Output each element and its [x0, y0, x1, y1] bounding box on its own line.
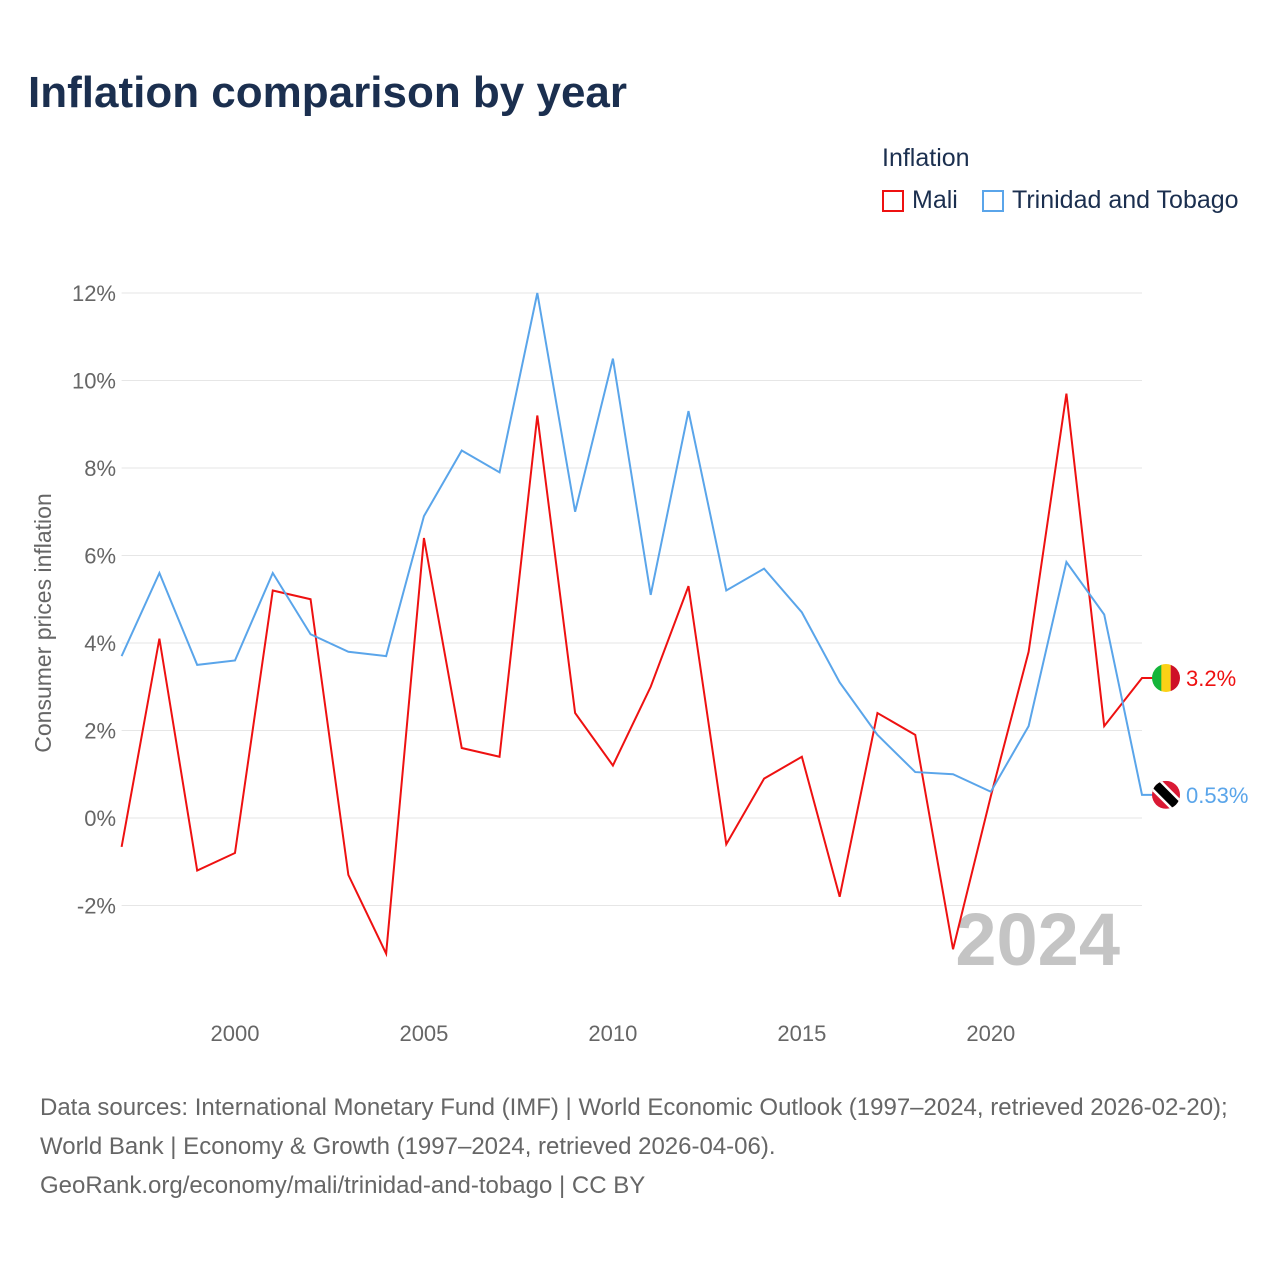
data-point — [837, 894, 843, 900]
data-point — [1101, 612, 1107, 618]
x-tick-label: 2010 — [588, 1021, 637, 1046]
legend-label: Mali — [912, 186, 958, 214]
series-line-mali — [120, 393, 1166, 958]
data-point — [1026, 649, 1032, 655]
legend-swatch — [882, 189, 904, 212]
data-point — [270, 570, 276, 576]
legend-item-mali[interactable]: Mali — [882, 186, 958, 215]
data-point — [270, 588, 276, 594]
data-point — [383, 653, 389, 659]
data-point — [119, 653, 125, 659]
end-value-label: 0.53% — [1186, 783, 1248, 808]
data-point — [534, 413, 540, 419]
data-point — [799, 609, 805, 615]
data-point — [308, 596, 314, 602]
end-value-label: 3.2% — [1186, 666, 1236, 691]
data-point — [761, 566, 767, 572]
mali-flag-icon — [1152, 664, 1180, 692]
data-point — [1063, 559, 1069, 565]
data-point — [421, 513, 427, 519]
data-point — [1139, 675, 1145, 681]
data-point — [1026, 723, 1032, 729]
legend-swatch — [982, 189, 1004, 212]
data-point — [194, 662, 200, 668]
data-point — [874, 732, 880, 738]
data-point — [1139, 792, 1145, 798]
data-point — [156, 636, 162, 642]
data-point — [610, 763, 616, 769]
data-point — [723, 841, 729, 847]
y-axis-label: Consumer prices inflation — [30, 493, 56, 753]
data-point — [572, 710, 578, 716]
data-point — [194, 868, 200, 874]
data-point — [232, 850, 238, 856]
data-point — [988, 789, 994, 795]
trinidad-flag-icon — [1152, 780, 1180, 809]
data-point — [685, 408, 691, 414]
legend-label: Trinidad and Tobago — [1012, 186, 1239, 214]
data-point — [156, 570, 162, 576]
x-tick-label: 2020 — [966, 1021, 1015, 1046]
legend-item-trinidad[interactable]: Trinidad and Tobago — [982, 186, 1239, 215]
source-note: Data sources: International Monetary Fun… — [40, 1088, 1250, 1205]
data-point — [912, 769, 918, 775]
data-point — [1063, 391, 1069, 397]
data-point — [950, 946, 956, 952]
data-point — [685, 583, 691, 589]
data-point — [421, 535, 427, 541]
data-point — [459, 448, 465, 454]
data-point — [912, 732, 918, 738]
source-line: Data sources: International Monetary Fun… — [40, 1094, 1228, 1160]
data-point — [497, 469, 503, 475]
data-point — [345, 872, 351, 878]
data-point — [459, 745, 465, 751]
y-tick-label: 10% — [72, 369, 116, 394]
year-watermark: 2024 — [955, 898, 1120, 981]
data-point — [950, 771, 956, 777]
y-tick-label: 2% — [84, 719, 116, 744]
data-point — [723, 588, 729, 594]
data-point — [837, 679, 843, 685]
data-point — [610, 356, 616, 362]
source-link[interactable]: GeoRank.org/economy/mali/trinidad-and-to… — [40, 1172, 646, 1199]
data-point — [648, 684, 654, 690]
data-point — [799, 754, 805, 760]
data-point — [308, 631, 314, 637]
y-tick-label: 8% — [84, 456, 116, 481]
data-point — [497, 754, 503, 760]
data-point — [383, 951, 389, 957]
x-tick-label: 2000 — [211, 1021, 260, 1046]
page-title: Inflation comparison by year — [28, 68, 628, 117]
x-tick-label: 2005 — [399, 1021, 448, 1046]
data-point — [572, 509, 578, 515]
data-point — [232, 658, 238, 664]
data-point — [1101, 723, 1107, 729]
data-point — [648, 592, 654, 598]
x-tick-label: 2015 — [777, 1021, 826, 1046]
data-point — [345, 649, 351, 655]
data-point — [119, 844, 125, 850]
y-tick-label: 0% — [84, 806, 116, 831]
y-tick-label: 6% — [84, 544, 116, 569]
data-point — [874, 710, 880, 716]
legend-title: Inflation — [882, 144, 970, 172]
y-tick-label: 12% — [72, 281, 116, 306]
data-point — [534, 290, 540, 296]
data-point — [761, 776, 767, 782]
y-tick-label: -2% — [77, 894, 116, 919]
y-tick-label: 4% — [84, 631, 116, 656]
series-line-trinidad — [120, 292, 1166, 796]
